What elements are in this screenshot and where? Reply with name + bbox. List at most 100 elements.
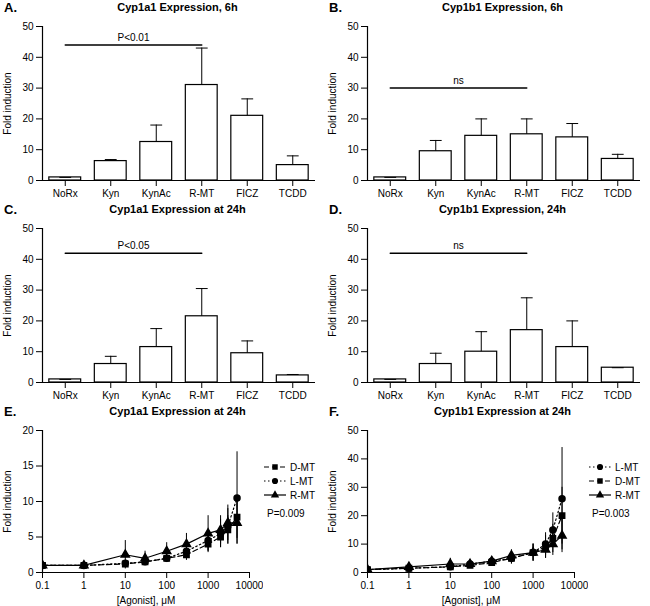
svg-text:[Agonist], μM: [Agonist], μM [117, 595, 176, 606]
svg-text:P<0.05: P<0.05 [118, 240, 150, 251]
svg-text:40: 40 [347, 254, 359, 265]
svg-text:50: 50 [347, 425, 359, 436]
svg-text:R-MT: R-MT [514, 188, 539, 199]
svg-text:KynAc: KynAc [467, 188, 496, 199]
svg-text:0: 0 [353, 567, 359, 578]
svg-text:30: 30 [22, 284, 34, 295]
svg-text:1000: 1000 [522, 580, 545, 591]
svg-text:10000: 10000 [236, 580, 263, 591]
svg-text:10: 10 [22, 496, 34, 507]
svg-text:30: 30 [347, 284, 359, 295]
svg-text:Fold induction: Fold induction [327, 470, 338, 532]
html-text:R-MT: R-MT [615, 489, 640, 501]
svg-text:50: 50 [22, 223, 34, 234]
svg-text:TCDD: TCDD [279, 390, 307, 401]
svg-text:FICZ: FICZ [236, 188, 258, 199]
svg-text:1: 1 [406, 580, 412, 591]
svg-text:Kyn: Kyn [102, 188, 119, 199]
html-text:R-MT: R-MT [290, 489, 315, 501]
svg-text:Fold induction: Fold induction [2, 470, 13, 532]
svg-text:40: 40 [22, 254, 34, 265]
svg-text:20: 20 [22, 113, 34, 124]
svg-text:0: 0 [353, 175, 359, 186]
html-text:D-MT: D-MT [290, 461, 315, 473]
svg-text:KynAc: KynAc [467, 390, 496, 401]
svg-text:100: 100 [483, 580, 500, 591]
html-text:D.: D. [329, 202, 342, 217]
html-text:E.: E. [4, 404, 17, 419]
svg-text:30: 30 [347, 482, 359, 493]
svg-text:FICZ: FICZ [236, 390, 258, 401]
svg-text:20: 20 [347, 315, 359, 326]
svg-text:40: 40 [347, 453, 359, 464]
html-text:A.: A. [4, 0, 17, 15]
svg-text:10: 10 [120, 580, 132, 591]
svg-text:20: 20 [22, 425, 34, 436]
html-text:Cyp1a1 Expression, 6h: Cyp1a1 Expression, 6h [117, 1, 238, 13]
html-text:C.: C. [4, 202, 17, 217]
html-text:Cyp1b1 Expression, 24h: Cyp1b1 Expression, 24h [438, 203, 567, 215]
svg-text:20: 20 [22, 315, 34, 326]
svg-text:50: 50 [347, 21, 359, 32]
svg-text:FICZ: FICZ [561, 390, 583, 401]
svg-text:40: 40 [347, 52, 359, 63]
svg-text:1000: 1000 [197, 580, 220, 591]
html-text:B.: B. [329, 0, 342, 15]
svg-text:TCDD: TCDD [604, 188, 632, 199]
svg-text:100: 100 [158, 580, 175, 591]
svg-text:0.1: 0.1 [361, 580, 375, 591]
html-text:D-MT: D-MT [615, 475, 640, 487]
svg-text:0: 0 [353, 377, 359, 388]
svg-text:Fold induction: Fold induction [327, 72, 338, 134]
html-text:Cyp1a1 Expression at 24h: Cyp1a1 Expression at 24h [109, 405, 246, 417]
html-text:Cyp1a1 Expression at 24h: Cyp1a1 Expression at 24h [109, 203, 246, 215]
svg-text:R-MT: R-MT [189, 390, 214, 401]
svg-text:20: 20 [347, 510, 359, 521]
svg-text:1: 1 [81, 580, 87, 591]
svg-text:40: 40 [22, 52, 34, 63]
svg-text:Kyn: Kyn [102, 390, 119, 401]
svg-text:0: 0 [28, 567, 34, 578]
svg-text:ns: ns [453, 240, 464, 251]
svg-text:[Agonist], μM: [Agonist], μM [442, 595, 501, 606]
svg-text:10: 10 [22, 346, 34, 357]
svg-text:FICZ: FICZ [561, 188, 583, 199]
svg-text:10: 10 [22, 144, 34, 155]
svg-text:15: 15 [22, 460, 34, 471]
svg-text:30: 30 [22, 82, 34, 93]
svg-text:R-MT: R-MT [514, 390, 539, 401]
svg-text:KynAc: KynAc [142, 188, 171, 199]
html-text:L-MT: L-MT [615, 461, 639, 473]
svg-text:Kyn: Kyn [427, 188, 444, 199]
svg-text:TCDD: TCDD [604, 390, 632, 401]
svg-text:NoRx: NoRx [53, 188, 78, 199]
svg-text:20: 20 [347, 113, 359, 124]
svg-text:Fold induction: Fold induction [2, 72, 13, 134]
svg-text:0.1: 0.1 [36, 580, 50, 591]
svg-text:KynAc: KynAc [142, 390, 171, 401]
svg-text:Fold induction: Fold induction [327, 274, 338, 336]
svg-text:0: 0 [28, 377, 34, 388]
svg-text:10: 10 [445, 580, 457, 591]
html-text:L-MT: L-MT [290, 475, 314, 487]
svg-text:ns: ns [453, 75, 464, 86]
svg-text:30: 30 [347, 82, 359, 93]
svg-text:10: 10 [347, 144, 359, 155]
html-text:Cyp1b1 Expression at 24h: Cyp1b1 Expression at 24h [434, 405, 571, 417]
svg-text:0: 0 [28, 175, 34, 186]
svg-text:10000: 10000 [561, 580, 588, 591]
svg-text:TCDD: TCDD [279, 188, 307, 199]
svg-text:10: 10 [347, 538, 359, 549]
svg-text:P<0.01: P<0.01 [118, 32, 150, 43]
svg-text:NoRx: NoRx [378, 390, 403, 401]
svg-text:5: 5 [28, 531, 34, 542]
html-text:Cyp1b1 Expression, 6h: Cyp1b1 Expression, 6h [442, 1, 563, 13]
svg-text:Fold induction: Fold induction [2, 274, 13, 336]
svg-text:NoRx: NoRx [378, 188, 403, 199]
svg-text:R-MT: R-MT [189, 188, 214, 199]
svg-text:50: 50 [22, 21, 34, 32]
svg-text:50: 50 [347, 223, 359, 234]
svg-text:Kyn: Kyn [427, 390, 444, 401]
svg-text:NoRx: NoRx [53, 390, 78, 401]
svg-text:10: 10 [347, 346, 359, 357]
